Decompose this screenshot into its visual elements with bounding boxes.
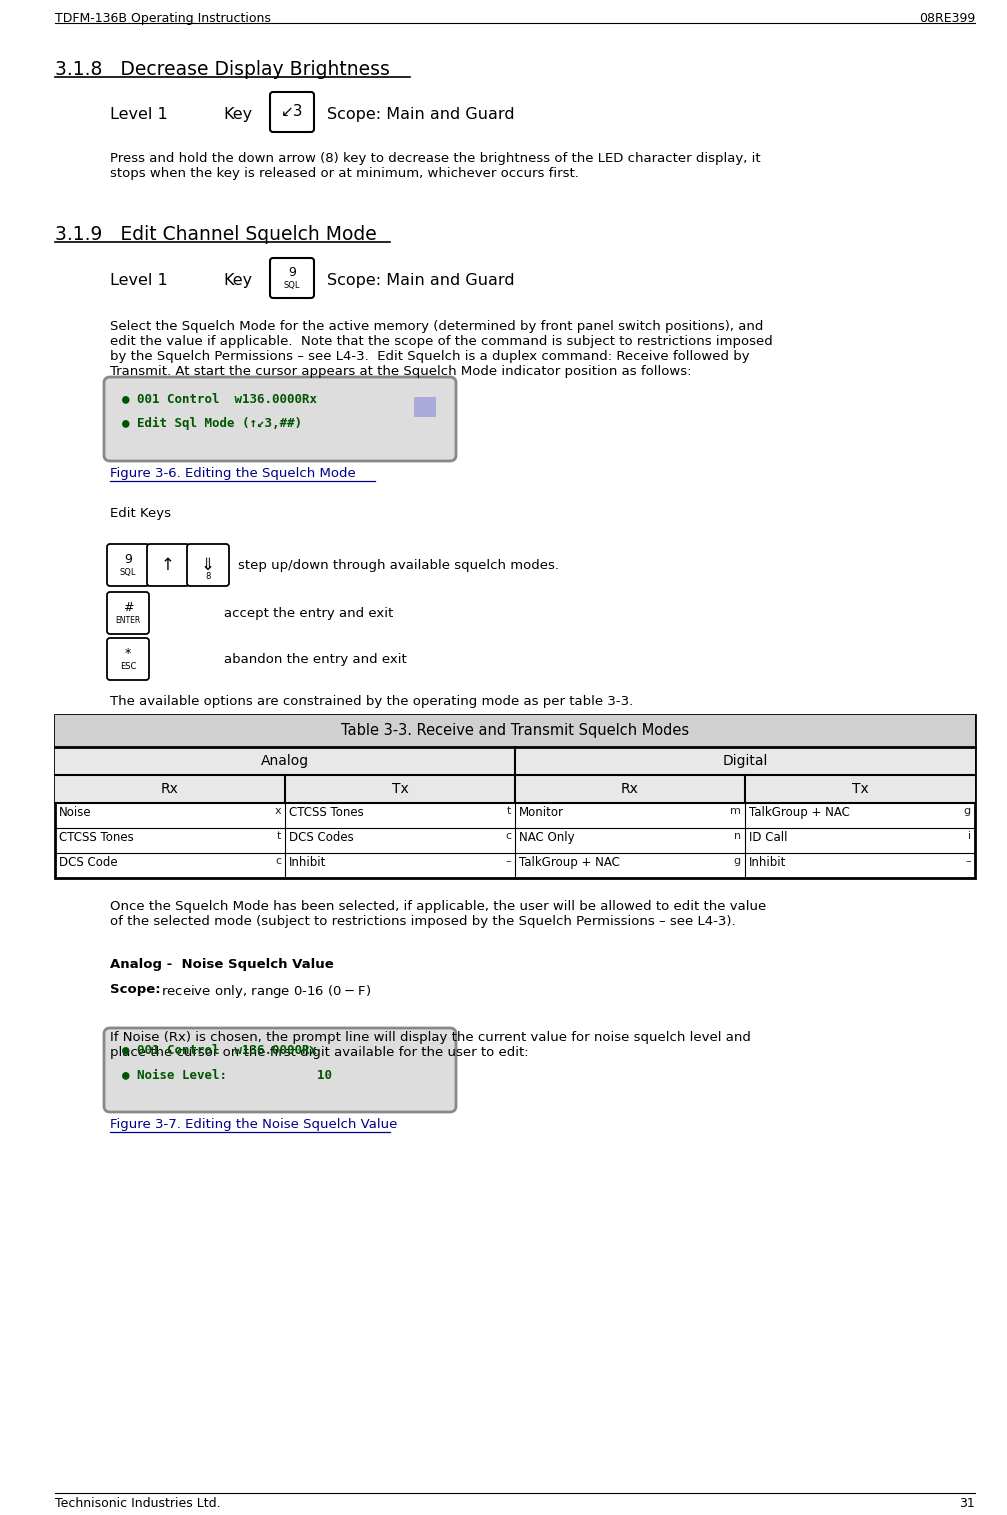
Text: CTCSS Tones: CTCSS Tones [289, 806, 364, 820]
Text: Noise: Noise [59, 806, 92, 820]
Text: ID Call: ID Call [749, 832, 787, 844]
Text: –: – [966, 856, 971, 867]
Text: 9: 9 [288, 267, 296, 279]
Text: Key: Key [223, 108, 252, 123]
Text: receive only, range 0-16 ($0-$F): receive only, range 0-16 ($0-$F) [157, 983, 372, 1000]
Text: c: c [505, 832, 511, 841]
Text: –: – [506, 856, 511, 867]
Text: ↙3: ↙3 [281, 105, 303, 120]
Text: ⇓: ⇓ [201, 556, 214, 574]
Text: Level 1: Level 1 [110, 108, 168, 123]
Text: NAC Only: NAC Only [519, 832, 575, 844]
Text: Level 1: Level 1 [110, 273, 168, 288]
FancyBboxPatch shape [107, 544, 149, 586]
FancyBboxPatch shape [187, 544, 229, 586]
Text: 08RE399: 08RE399 [918, 12, 975, 26]
Text: Once the Squelch Mode has been selected, if applicable, the user will be allowed: Once the Squelch Mode has been selected,… [110, 900, 766, 929]
FancyBboxPatch shape [107, 638, 149, 680]
Text: x: x [274, 806, 281, 817]
Text: 3.1.8   Decrease Display Brightness: 3.1.8 Decrease Display Brightness [55, 61, 390, 79]
Text: Monitor: Monitor [519, 806, 564, 820]
Text: Edit Keys: Edit Keys [110, 508, 171, 520]
Text: If Noise (Rx) is chosen, the prompt line will display the current value for nois: If Noise (Rx) is chosen, the prompt line… [110, 1032, 751, 1059]
Text: Technisonic Industries Ltd.: Technisonic Industries Ltd. [55, 1497, 221, 1510]
Text: g: g [734, 856, 741, 867]
Text: Analog: Analog [261, 754, 309, 768]
Text: Select the Squelch Mode for the active memory (determined by front panel switch : Select the Squelch Mode for the active m… [110, 320, 772, 379]
Text: accept the entry and exit: accept the entry and exit [224, 606, 394, 620]
Text: n: n [734, 832, 741, 841]
Text: Scope: Main and Guard: Scope: Main and Guard [327, 108, 515, 123]
Text: c: c [275, 856, 281, 867]
Text: Table 3-3. Receive and Transmit Squelch Modes: Table 3-3. Receive and Transmit Squelch … [341, 724, 689, 738]
Text: DCS Codes: DCS Codes [289, 832, 353, 844]
Text: #: # [123, 601, 133, 614]
Text: ↑: ↑ [161, 556, 175, 574]
FancyBboxPatch shape [104, 1029, 456, 1112]
Text: DCS Code: DCS Code [59, 856, 118, 870]
Bar [55, 747, 975, 776]
Text: ● Edit Sql Mode (↑↙3,##): ● Edit Sql Mode (↑↙3,##) [122, 417, 302, 430]
Text: g: g [964, 806, 971, 817]
Text: CTCSS Tones: CTCSS Tones [59, 832, 134, 844]
Text: *: * [125, 647, 131, 661]
Text: i: i [968, 832, 971, 841]
Text: Tx: Tx [852, 782, 868, 795]
Text: abandon the entry and exit: abandon the entry and exit [224, 653, 407, 665]
Text: ● 001 Control  w136.0000Rx: ● 001 Control w136.0000Rx [122, 1042, 317, 1056]
Text: 8: 8 [205, 573, 210, 582]
Bar [55, 776, 975, 803]
Text: Rx: Rx [621, 782, 638, 795]
Text: Rx: Rx [161, 782, 179, 795]
FancyBboxPatch shape [107, 592, 149, 633]
Text: SQL: SQL [120, 568, 136, 577]
Text: Tx: Tx [392, 782, 409, 795]
Text: Figure 3-7. Editing the Noise Squelch Value: Figure 3-7. Editing the Noise Squelch Va… [110, 1118, 398, 1132]
Text: Inhibit: Inhibit [289, 856, 326, 870]
Text: TalkGroup + NAC: TalkGroup + NAC [749, 806, 850, 820]
Text: 31: 31 [960, 1497, 975, 1510]
Text: ● Noise Level:            10: ● Noise Level: 10 [122, 1068, 332, 1082]
Text: Key: Key [223, 273, 252, 288]
Text: The available options are constrained by the operating mode as per table 3-3.: The available options are constrained by… [110, 695, 633, 708]
FancyBboxPatch shape [270, 258, 314, 298]
Bar [55, 715, 975, 879]
Text: t: t [507, 806, 511, 817]
Text: t: t [277, 832, 281, 841]
Text: step up/down through available squelch modes.: step up/down through available squelch m… [238, 559, 559, 571]
Text: TDFM-136B Operating Instructions: TDFM-136B Operating Instructions [55, 12, 271, 26]
Text: Figure 3-6. Editing the Squelch Mode: Figure 3-6. Editing the Squelch Mode [110, 467, 355, 480]
Text: SQL: SQL [284, 280, 300, 289]
Text: ● 001 Control  w136.0000Rx: ● 001 Control w136.0000Rx [122, 392, 317, 405]
Text: 3.1.9   Edit Channel Squelch Mode: 3.1.9 Edit Channel Squelch Mode [55, 226, 377, 244]
FancyBboxPatch shape [104, 377, 456, 461]
Text: m: m [730, 806, 741, 817]
Text: Scope:: Scope: [110, 983, 161, 995]
Text: Digital: Digital [722, 754, 767, 768]
Text: Scope: Main and Guard: Scope: Main and Guard [327, 273, 515, 288]
Text: 9: 9 [124, 553, 132, 567]
FancyBboxPatch shape [270, 92, 314, 132]
Text: Press and hold the down arrow (8) key to decrease the brightness of the LED char: Press and hold the down arrow (8) key to… [110, 152, 760, 180]
FancyBboxPatch shape [147, 544, 189, 586]
Text: Inhibit: Inhibit [749, 856, 786, 870]
Text: ESC: ESC [120, 662, 136, 671]
Bar [414, 397, 436, 417]
Text: ENTER: ENTER [116, 617, 141, 626]
Text: Analog -  Noise Squelch Value: Analog - Noise Squelch Value [110, 957, 333, 971]
Text: TalkGroup + NAC: TalkGroup + NAC [519, 856, 620, 870]
Bar [55, 715, 975, 747]
